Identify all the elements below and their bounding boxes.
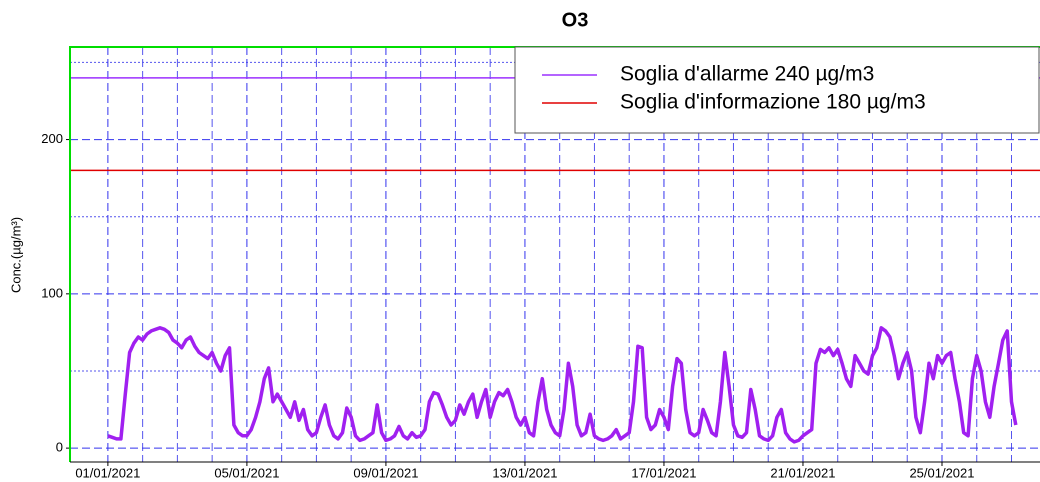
x-tick-label: 01/01/2021 — [75, 465, 140, 480]
legend-label: Soglia d'informazione 180 µg/m3 — [620, 91, 926, 114]
y-tick-label: 0 — [56, 440, 63, 455]
y-tick-label: 200 — [41, 131, 63, 146]
y-tick-label: 100 — [41, 285, 63, 300]
x-tick-label: 09/01/2021 — [353, 465, 418, 480]
x-tick-label: 25/01/2021 — [909, 465, 974, 480]
x-tick-label: 05/01/2021 — [214, 465, 279, 480]
x-tick-label: 13/01/2021 — [492, 465, 557, 480]
x-tick-label: 21/01/2021 — [770, 465, 835, 480]
x-tick-label: 17/01/2021 — [631, 465, 696, 480]
legend-box — [514, 46, 1040, 134]
chart-title: O3 — [562, 9, 589, 31]
y-axis-label: Conc.(µg/m³) — [8, 217, 23, 293]
legend-label: Soglia d'allarme 240 µg/m3 — [620, 63, 874, 86]
data-line — [107, 326, 1018, 444]
